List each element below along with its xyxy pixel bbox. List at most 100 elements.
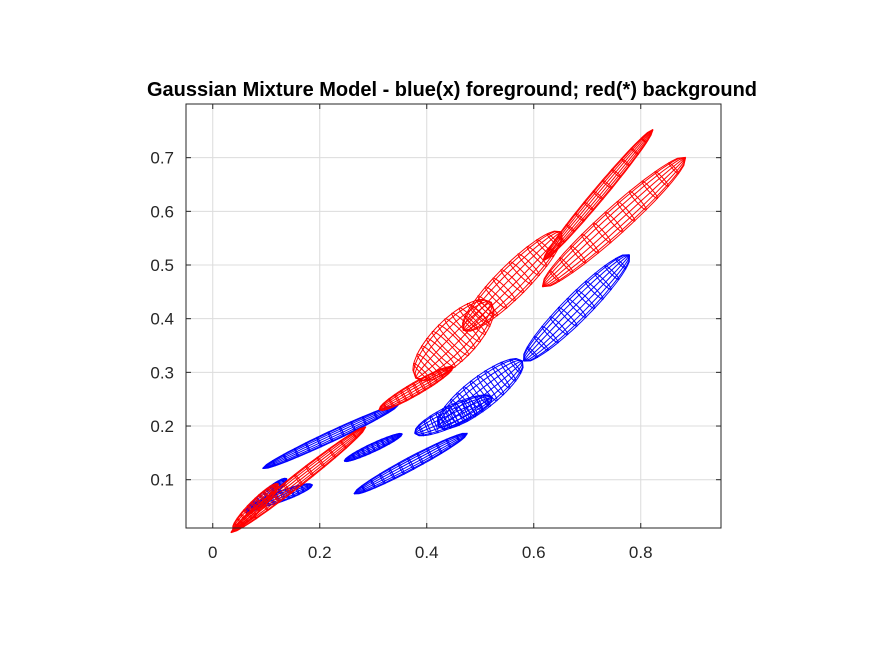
- ellipsoid-meridian: [523, 254, 630, 362]
- ellipsoid-meridian: [230, 426, 367, 534]
- ellipsoid-meridian: [232, 483, 279, 530]
- y-tick-label: 0.2: [150, 417, 174, 436]
- ellipsoid-meridian: [343, 433, 403, 462]
- chart-title: Gaussian Mixture Model - blue(x) foregro…: [147, 79, 757, 101]
- ellipsoid-meridian: [378, 366, 454, 411]
- ellipsoid-meridian: [462, 231, 562, 331]
- ellipsoid-meridian: [542, 157, 686, 288]
- foreground-gaussian-ellipsoid: [343, 432, 403, 463]
- ellipsoid-meridian: [232, 483, 279, 530]
- ellipsoid-meridian: [542, 157, 687, 288]
- ellipsoid-meridian: [378, 366, 454, 411]
- ellipsoid-meridian: [437, 360, 524, 430]
- ellipsoid-meridian: [262, 404, 399, 469]
- ellipsoid-meridian: [523, 254, 630, 362]
- ellipsoid-meridian: [353, 432, 468, 495]
- ellipsoid-ring: [492, 365, 511, 389]
- ellipsoid-ring: [444, 318, 476, 350]
- ellipsoid-meridian: [437, 358, 523, 427]
- foreground-gaussian-ellipsoid: [414, 394, 493, 437]
- ellipsoid-meridian: [353, 433, 468, 495]
- ellipsoid-meridian: [414, 396, 493, 437]
- ellipsoid-meridian: [523, 254, 630, 362]
- ellipsoid-meridian: [414, 396, 493, 436]
- ellipsoid-meridian: [523, 254, 630, 362]
- x-tick-label: 0.6: [522, 543, 546, 562]
- ellipsoid-ring: [526, 246, 548, 267]
- ellipsoid-ring: [466, 303, 491, 327]
- ellipsoid-meridian: [414, 394, 493, 434]
- ellipsoid-meridian: [378, 366, 454, 411]
- y-tick-label: 0.4: [150, 310, 174, 329]
- ellipsoid-meridian: [462, 231, 562, 331]
- ellipsoid-meridian: [262, 404, 399, 469]
- background-gaussian-ellipsoid: [230, 426, 367, 534]
- ellipsoid-meridian: [354, 433, 468, 495]
- ellipsoid-meridian: [262, 404, 399, 469]
- ellipsoid-ring: [476, 299, 494, 318]
- background-gaussian-ellipsoid: [541, 156, 687, 288]
- y-tick-label: 0.6: [150, 202, 174, 221]
- background-gaussian-ellipsoid: [412, 298, 495, 382]
- ellipsoid-meridian: [414, 395, 493, 434]
- background-gaussian-ellipsoid: [462, 230, 563, 332]
- ellipsoid-meridian: [542, 129, 654, 262]
- ellipsoid-meridian: [414, 396, 493, 434]
- ellipsoid-meridian: [353, 432, 468, 495]
- ellipsoid-meridian: [232, 483, 279, 530]
- ellipsoid-ring: [536, 239, 555, 258]
- ellipsoid-meridian: [344, 433, 403, 463]
- ellipsoid-meridian: [415, 302, 492, 379]
- background-gaussian-ellipsoid: [232, 483, 279, 530]
- ellipsoid-meridian: [414, 396, 493, 435]
- x-tick-label: 0.2: [308, 543, 332, 562]
- ellipsoid-meridian: [343, 433, 403, 462]
- ellipsoid-meridian: [378, 366, 454, 411]
- ellipsoid-meridian: [415, 301, 492, 379]
- ellipsoid-meridian: [353, 432, 468, 495]
- ellipsoid-meridian: [353, 433, 468, 495]
- plot-content: [230, 129, 687, 534]
- axis-ticks: 0 0.2 0.4 0.6 0.8 0.1 0.2 0.3 0.4 0.5 0.6 0.7: [150, 104, 721, 562]
- ellipsoid-meridian: [232, 483, 279, 530]
- ellipsoid-meridian: [437, 360, 523, 427]
- ellipsoid-meridian: [230, 426, 367, 534]
- background-gaussian-ellipsoid: [378, 366, 454, 411]
- x-tick-label: 0: [208, 543, 217, 562]
- ellipsoid-meridian: [262, 404, 399, 469]
- ellipsoid-meridian: [343, 433, 403, 462]
- ellipsoid-meridian: [230, 426, 366, 533]
- ellipsoid-meridian: [542, 129, 654, 262]
- ellipsoid-meridian: [344, 433, 403, 462]
- ellipsoid-meridian: [523, 254, 630, 362]
- ellipsoid-meridian: [541, 156, 686, 287]
- ellipsoid-meridian: [523, 254, 630, 362]
- ellipsoid-meridian: [414, 395, 493, 434]
- ellipsoid-meridian: [232, 483, 279, 530]
- ellipsoid-meridian: [262, 404, 399, 469]
- ellipsoid-meridian: [463, 231, 563, 332]
- ellipsoid-meridian: [541, 156, 686, 287]
- ellipsoid-meridian: [542, 129, 654, 262]
- ellipsoid-meridian: [523, 254, 630, 362]
- ellipsoid-meridian: [378, 366, 454, 411]
- ellipsoid-meridian: [262, 404, 399, 469]
- ellipsoid-meridian: [542, 129, 654, 262]
- ellipsoid-meridian: [262, 404, 399, 469]
- ellipsoid-meridian: [414, 301, 492, 379]
- ellipsoid-meridian: [412, 298, 492, 379]
- axes-box: [185, 103, 722, 529]
- ellipsoid-ring: [458, 307, 487, 335]
- ellipsoid-meridian: [413, 299, 492, 379]
- ellipsoid-ring: [508, 261, 533, 285]
- y-tick-label: 0.7: [150, 149, 174, 168]
- ellipsoid-meridian: [414, 396, 493, 434]
- ellipsoid-meridian: [378, 366, 454, 411]
- ellipsoid-meridian: [542, 129, 654, 262]
- foreground-gaussian-ellipsoid: [353, 432, 468, 495]
- ellipsoid-meridian: [230, 426, 366, 533]
- y-tick-label: 0.3: [150, 363, 174, 382]
- ellipsoid-meridian: [353, 432, 468, 495]
- ellipsoid-meridian: [262, 404, 399, 469]
- ellipsoid-meridian: [462, 231, 562, 331]
